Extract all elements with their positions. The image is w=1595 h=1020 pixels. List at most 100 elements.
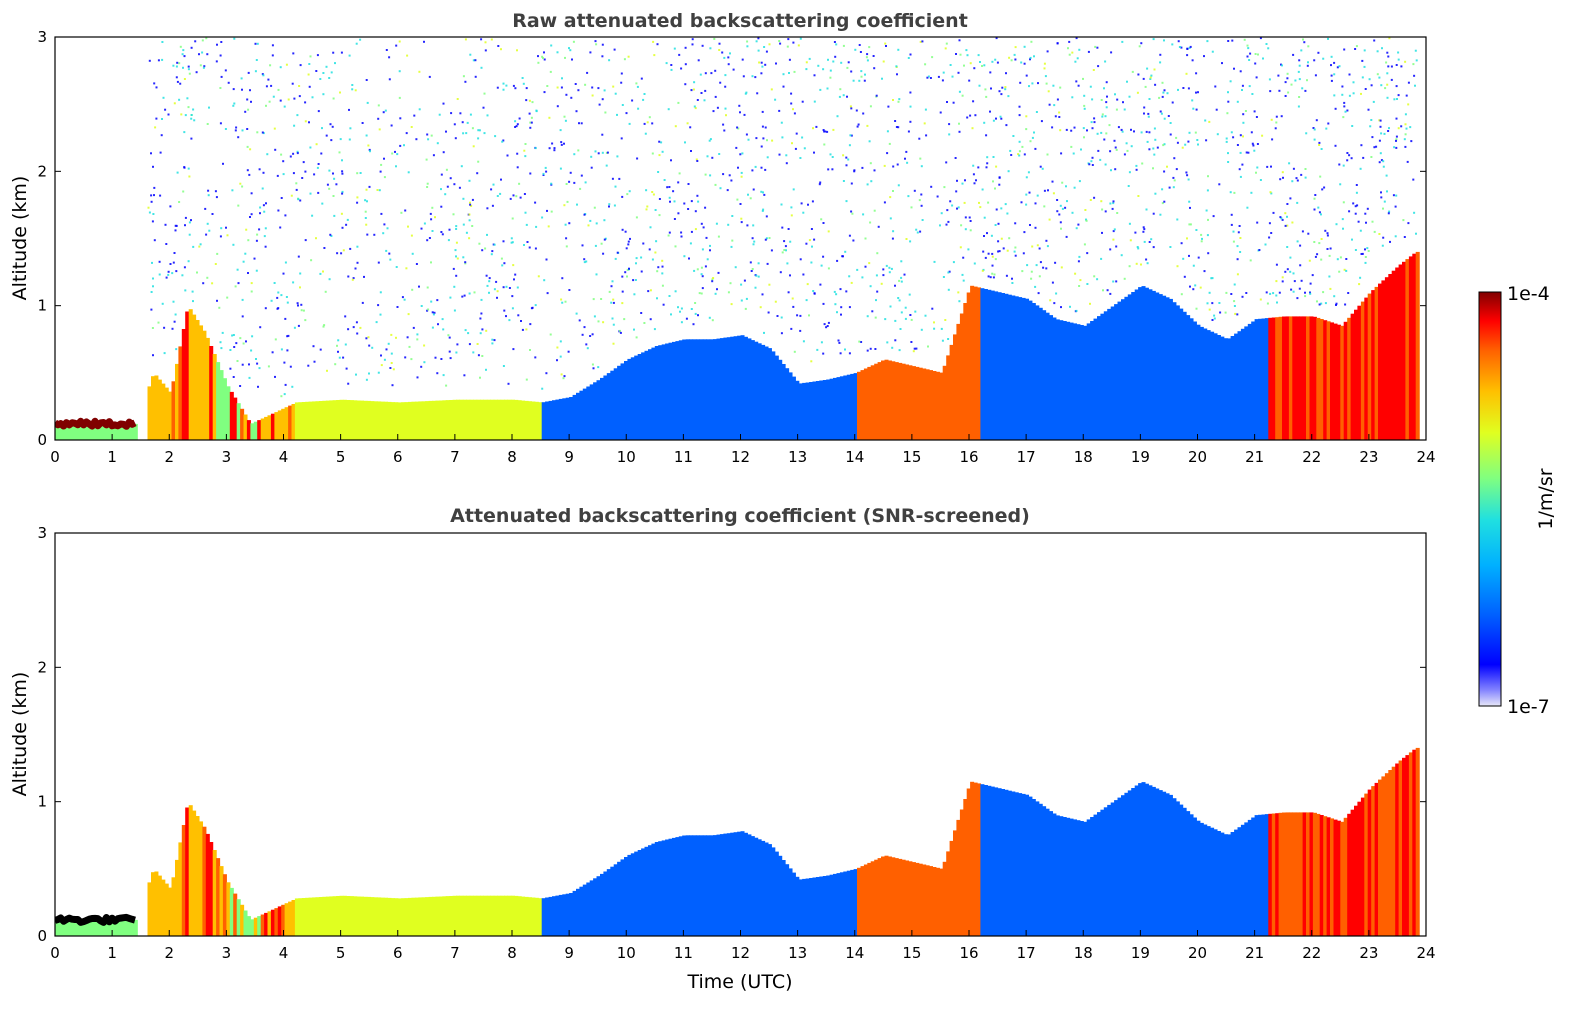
backscatter-column	[1134, 289, 1139, 440]
noise-pixel	[241, 298, 244, 301]
noise-pixel	[193, 119, 196, 122]
noise-pixel	[799, 258, 802, 261]
backscatter-column	[1038, 803, 1043, 936]
noise-pixel	[690, 230, 693, 233]
noise-pixel	[751, 75, 754, 78]
noise-pixel	[909, 91, 912, 94]
backscatter-column	[370, 897, 375, 936]
noise-pixel	[184, 289, 187, 292]
backscatter-column	[829, 874, 834, 936]
noise-pixel	[1043, 205, 1046, 208]
noise-pixel	[1311, 274, 1314, 277]
noise-pixel	[668, 295, 671, 297]
backscatter-column	[850, 869, 855, 936]
noise-pixel	[1239, 237, 1242, 239]
backscatter-column	[1350, 313, 1355, 440]
backscatter-column	[1141, 286, 1146, 440]
noise-pixel	[740, 175, 743, 178]
noise-pixel	[411, 252, 414, 255]
noise-pixel	[474, 59, 477, 62]
noise-pixel	[202, 282, 205, 285]
noise-pixel	[716, 288, 718, 291]
noise-pixel	[755, 137, 758, 140]
backscatter-column	[229, 887, 234, 936]
noise-pixel	[963, 201, 966, 204]
backscatter-column	[377, 897, 382, 936]
noise-pixel	[1109, 292, 1112, 295]
noise-pixel	[437, 323, 439, 326]
noise-pixel	[292, 172, 295, 175]
noise-pixel	[677, 306, 679, 309]
noise-pixel	[1018, 140, 1021, 143]
noise-pixel	[760, 166, 763, 169]
noise-pixel	[585, 260, 588, 263]
noise-pixel	[326, 369, 328, 372]
noise-pixel	[758, 61, 761, 64]
noise-pixel	[780, 316, 783, 319]
noise-pixel	[895, 126, 898, 128]
noise-pixel	[957, 206, 960, 209]
noise-pixel	[869, 221, 872, 224]
noise-pixel	[380, 364, 383, 367]
noise-pixel	[1239, 251, 1242, 253]
noise-pixel	[1102, 289, 1104, 292]
noise-pixel	[1030, 277, 1033, 280]
noise-pixel	[1069, 305, 1071, 308]
noise-pixel	[488, 280, 491, 283]
noise-pixel	[862, 112, 865, 115]
noise-pixel	[842, 94, 845, 97]
noise-pixel	[876, 290, 879, 293]
noise-pixel	[1126, 80, 1128, 83]
noise-pixel	[341, 172, 344, 175]
noise-pixel	[1128, 265, 1131, 268]
noise-pixel	[553, 149, 556, 152]
noise-pixel	[794, 147, 797, 150]
noise-pixel	[1333, 295, 1336, 298]
noise-pixel	[813, 238, 816, 241]
noise-pixel	[231, 189, 234, 192]
noise-pixel	[884, 42, 887, 45]
noise-pixel	[792, 41, 795, 44]
backscatter-column	[925, 865, 930, 936]
noise-pixel	[1137, 195, 1140, 197]
backscatter-column	[860, 370, 865, 440]
backscatter-column	[685, 339, 690, 440]
noise-pixel	[640, 312, 643, 314]
backscatter-column	[332, 400, 337, 440]
noise-pixel	[898, 349, 901, 352]
backscatter-column	[1124, 296, 1129, 440]
noise-pixel	[598, 103, 601, 106]
noise-pixel	[521, 77, 524, 79]
backscatter-column	[1240, 824, 1245, 936]
noise-pixel	[1173, 179, 1176, 182]
noise-pixel	[1230, 293, 1233, 295]
noise-pixel	[749, 197, 752, 200]
noise-pixel	[1404, 113, 1407, 116]
noise-pixel	[1336, 258, 1339, 261]
noise-pixel	[1301, 87, 1304, 90]
backscatter-column	[483, 399, 488, 440]
noise-pixel	[875, 94, 878, 97]
noise-pixel	[766, 262, 769, 265]
noise-pixel	[767, 311, 770, 314]
noise-pixel	[651, 258, 654, 261]
backscatter-column	[884, 855, 889, 936]
noise-pixel	[290, 194, 293, 197]
noise-pixel	[169, 205, 172, 208]
noise-pixel	[256, 233, 259, 236]
noise-pixel	[776, 315, 779, 317]
noise-pixel	[1339, 256, 1342, 259]
noise-pixel	[534, 247, 537, 250]
noise-pixel	[1018, 154, 1021, 157]
noise-pixel	[479, 376, 481, 379]
noise-pixel	[165, 276, 168, 279]
noise-pixel	[1079, 279, 1082, 282]
noise-pixel	[785, 249, 787, 252]
noise-pixel	[271, 44, 274, 47]
noise-pixel	[365, 378, 368, 381]
noise-pixel	[789, 240, 792, 243]
noise-pixel	[391, 384, 394, 387]
backscatter-column	[983, 785, 988, 936]
noise-pixel	[216, 252, 219, 255]
noise-pixel	[696, 194, 699, 197]
